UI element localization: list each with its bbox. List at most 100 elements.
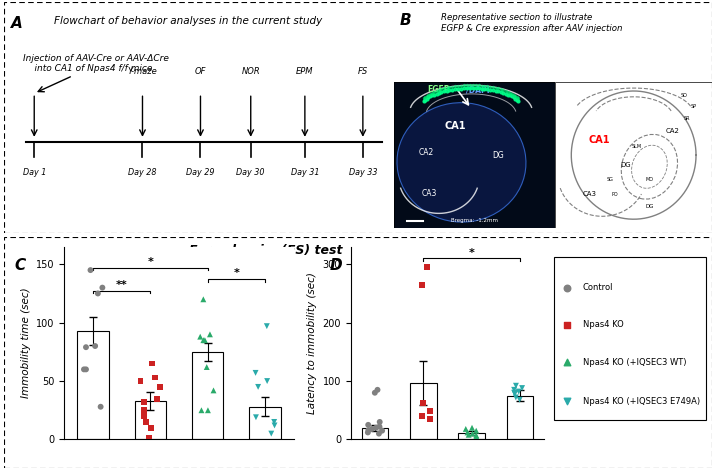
- Text: Day 33: Day 33: [349, 168, 377, 178]
- Text: CA2: CA2: [418, 148, 434, 157]
- Point: [418, 97, 430, 104]
- Text: Npas4 KO (+IQSEC3 E749A): Npas4 KO (+IQSEC3 E749A): [583, 397, 700, 406]
- Point: [482, 83, 493, 90]
- Y-axis label: Latency to immobility (sec): Latency to immobility (sec): [307, 272, 317, 414]
- Point: [95, 403, 107, 410]
- Point: [250, 369, 261, 376]
- Point: [373, 430, 384, 438]
- Point: [377, 427, 388, 434]
- Point: [470, 85, 481, 92]
- Point: [261, 377, 273, 385]
- Text: CA2: CA2: [666, 128, 680, 134]
- Point: [372, 386, 383, 393]
- Point: [427, 92, 438, 99]
- Point: [513, 97, 524, 104]
- Point: [462, 429, 473, 436]
- Point: [500, 90, 511, 97]
- Point: [444, 86, 455, 94]
- Text: DG: DG: [493, 151, 504, 160]
- Point: [138, 412, 150, 420]
- Point: [429, 91, 440, 98]
- Text: SO: SO: [681, 93, 687, 98]
- Bar: [249, 407, 281, 439]
- Point: [425, 93, 436, 100]
- Point: [510, 92, 521, 99]
- Point: [506, 90, 518, 97]
- Point: [253, 383, 264, 391]
- Text: Npas4 KO: Npas4 KO: [583, 321, 624, 329]
- Point: [427, 89, 438, 96]
- Text: *: *: [469, 248, 475, 258]
- Point: [504, 89, 516, 96]
- Point: [446, 86, 458, 94]
- Text: Forced swim (FS) test: Forced swim (FS) test: [189, 244, 342, 257]
- Point: [487, 86, 498, 94]
- Point: [421, 263, 432, 271]
- Point: [458, 82, 470, 89]
- Text: Y-maze: Y-maze: [127, 67, 158, 76]
- Point: [268, 418, 280, 426]
- Point: [467, 430, 478, 438]
- Point: [508, 389, 520, 397]
- Text: Representative section to illustrate
EGFP & Cre expression after AAV injection: Representative section to illustrate EGF…: [441, 13, 622, 32]
- Point: [431, 87, 442, 94]
- Point: [495, 86, 506, 93]
- Point: [436, 88, 448, 96]
- Ellipse shape: [397, 102, 526, 222]
- Point: [511, 96, 523, 103]
- Point: [473, 85, 484, 92]
- Point: [135, 377, 146, 385]
- Text: /DAPI: /DAPI: [466, 86, 489, 94]
- Text: SP: SP: [690, 104, 697, 110]
- Point: [78, 366, 90, 373]
- Point: [268, 422, 280, 429]
- Point: [436, 86, 448, 93]
- Point: [464, 81, 475, 89]
- Point: [145, 424, 157, 431]
- Point: [513, 388, 524, 395]
- Bar: [410, 383, 437, 439]
- Text: NOR: NOR: [241, 67, 260, 76]
- Text: *: *: [147, 257, 153, 266]
- Point: [561, 358, 573, 366]
- Point: [433, 89, 445, 96]
- Text: FS: FS: [358, 67, 368, 76]
- Text: Day 31: Day 31: [291, 168, 319, 178]
- Point: [467, 84, 478, 92]
- Text: **: **: [116, 280, 127, 290]
- Text: OF: OF: [195, 67, 206, 76]
- Text: Day 1: Day 1: [22, 168, 46, 178]
- Text: CA3: CA3: [583, 191, 596, 197]
- Point: [438, 85, 450, 92]
- Text: A: A: [11, 16, 23, 31]
- Point: [149, 374, 160, 381]
- Point: [513, 94, 524, 102]
- Text: Bregma: -1.2mm: Bregma: -1.2mm: [451, 218, 498, 223]
- Point: [362, 429, 374, 436]
- Point: [467, 81, 478, 89]
- Point: [464, 84, 475, 92]
- Text: Day 29: Day 29: [186, 168, 215, 178]
- Point: [460, 425, 472, 433]
- Point: [97, 284, 108, 291]
- Point: [561, 284, 573, 291]
- Point: [208, 387, 219, 394]
- Point: [502, 88, 513, 95]
- Point: [266, 430, 277, 438]
- Point: [446, 83, 458, 90]
- Point: [444, 84, 455, 91]
- Point: [201, 363, 213, 371]
- Point: [438, 87, 450, 95]
- Point: [433, 86, 445, 94]
- Point: [370, 424, 382, 431]
- Point: [140, 418, 152, 426]
- Point: [250, 414, 261, 421]
- Point: [199, 337, 211, 344]
- Point: [374, 418, 385, 426]
- Point: [90, 342, 101, 350]
- Point: [362, 421, 374, 429]
- Point: [418, 94, 430, 102]
- Point: [498, 86, 509, 94]
- Point: [495, 88, 506, 96]
- Point: [441, 87, 453, 94]
